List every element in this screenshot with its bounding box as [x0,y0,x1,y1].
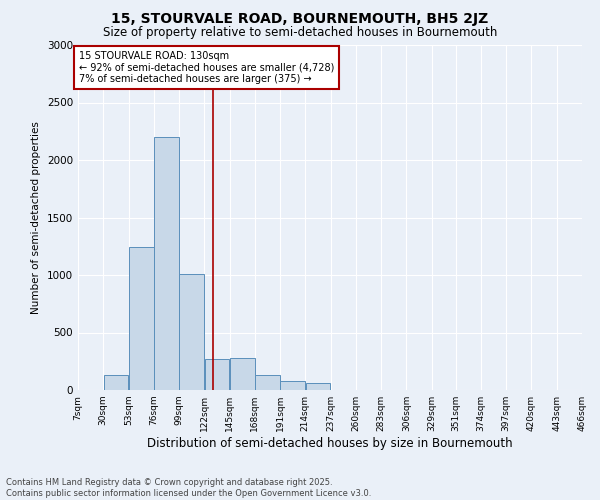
Text: 15, STOURVALE ROAD, BOURNEMOUTH, BH5 2JZ: 15, STOURVALE ROAD, BOURNEMOUTH, BH5 2JZ [112,12,488,26]
X-axis label: Distribution of semi-detached houses by size in Bournemouth: Distribution of semi-detached houses by … [147,437,513,450]
Bar [154,137,179,390]
Bar [305,383,330,390]
Bar [230,358,254,390]
Bar [179,274,204,390]
Bar [104,375,128,390]
Text: 15 STOURVALE ROAD: 130sqm
← 92% of semi-detached houses are smaller (4,728)
7% o: 15 STOURVALE ROAD: 130sqm ← 92% of semi-… [79,51,334,84]
Text: Size of property relative to semi-detached houses in Bournemouth: Size of property relative to semi-detach… [103,26,497,39]
Bar [129,248,154,390]
Y-axis label: Number of semi-detached properties: Number of semi-detached properties [31,121,41,314]
Bar [255,375,280,390]
Bar [280,381,305,390]
Text: Contains HM Land Registry data © Crown copyright and database right 2025.
Contai: Contains HM Land Registry data © Crown c… [6,478,371,498]
Bar [205,359,229,390]
